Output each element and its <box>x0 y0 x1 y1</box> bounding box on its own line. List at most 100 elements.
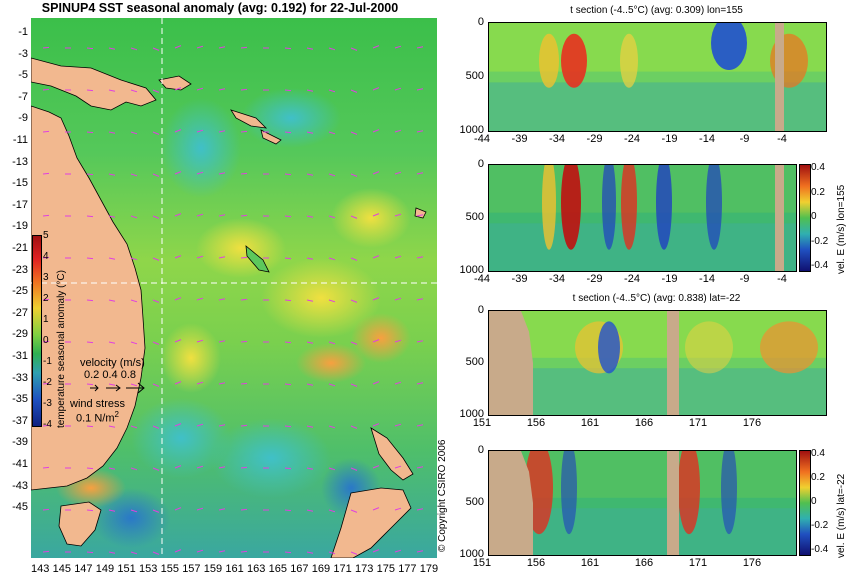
map-lat-label: -27 <box>12 306 28 319</box>
velocity-arrow <box>394 381 402 385</box>
velocity-arrow <box>328 131 336 135</box>
section-plot-canvas <box>489 154 796 271</box>
velocity-arrow <box>240 550 248 553</box>
velocity-arrow <box>306 341 314 344</box>
section-colorbar <box>799 164 811 272</box>
velocity-arrow <box>240 256 248 259</box>
velocity-arrow <box>240 130 248 133</box>
section-axis-label: -29 <box>586 273 603 285</box>
anomaly-warm <box>296 343 366 383</box>
velocity-arrow <box>372 339 380 343</box>
map-colorbar-tick: -3 <box>43 398 52 409</box>
velocity-arrow <box>350 509 358 513</box>
section-axis-label: -19 <box>661 133 678 145</box>
velocity-arrow <box>196 381 204 385</box>
velocity-arrow <box>196 45 204 49</box>
map-lat-label: -11 <box>12 134 28 146</box>
new-caledonia-land <box>245 245 270 273</box>
velocity-arrow <box>284 341 292 344</box>
map-lon-label: 147 <box>74 563 93 575</box>
section-anomaly <box>656 154 672 250</box>
velocity-arrow <box>306 257 314 260</box>
velocity-arrow <box>86 257 94 260</box>
velocity-arrow <box>372 423 380 427</box>
section-colorbar-tick: 0.4 <box>811 448 825 459</box>
velocity-arrow <box>152 383 160 387</box>
section-anomaly <box>685 321 733 374</box>
velocity-arrow <box>218 508 226 511</box>
velocity-arrow <box>152 89 160 93</box>
section-anomaly <box>539 33 559 88</box>
velocity-arrow <box>394 339 402 343</box>
velocity-arrow <box>328 467 336 471</box>
velocity-arrow <box>328 47 336 51</box>
velocity-arrow <box>372 171 380 175</box>
velocity-arrow <box>372 465 380 469</box>
velocity-arrow <box>86 47 94 50</box>
velocity-arrow <box>42 466 50 469</box>
velocity-arrow <box>42 508 50 511</box>
section-axis-label: -19 <box>661 273 678 285</box>
velocity-arrow <box>328 509 336 513</box>
section-axis-label: -44 <box>474 273 490 285</box>
section-depth-label: 0 <box>477 444 484 456</box>
velocity-arrow <box>372 381 380 385</box>
velocity-arrow <box>86 467 94 470</box>
velocity-arrow <box>218 340 226 343</box>
solomon-islands-land <box>230 109 268 129</box>
velocity-arrow <box>240 298 248 301</box>
velocity-arrow <box>240 88 248 91</box>
velocity-arrow <box>108 467 116 470</box>
section-axis-label: -39 <box>511 273 528 285</box>
velocity-arrow <box>108 257 116 260</box>
section-plot-2[interactable] <box>488 154 797 272</box>
velocity-arrow <box>42 214 50 217</box>
velocity-arrow <box>42 550 50 553</box>
velocity-arrow <box>86 299 94 302</box>
sst-map[interactable] <box>30 18 437 559</box>
velocity-arrow <box>86 215 94 218</box>
velocity-arrow <box>416 46 424 49</box>
section-plot-canvas <box>489 311 826 415</box>
velocity-arrow <box>152 299 160 303</box>
map-lon-label: 177 <box>398 563 417 575</box>
section-land-bar <box>775 165 784 271</box>
section-plot-3[interactable] <box>488 310 827 416</box>
section-colorbar-label: vel. E (m/s) lon=155 <box>836 184 847 274</box>
map-lat-label: -15 <box>12 177 28 190</box>
section-axis-label: -4 <box>777 133 787 145</box>
velocity-arrow <box>306 215 314 218</box>
velocity-arrow <box>152 341 160 345</box>
section-colorbar-tick: -0.4 <box>811 260 829 271</box>
section-axis-label: 156 <box>526 557 546 569</box>
velocity-vectors <box>42 45 424 555</box>
map-lat-label: -25 <box>12 285 28 298</box>
velocity-arrow <box>108 47 116 50</box>
section-colorbar-tick: 0.2 <box>811 472 825 483</box>
map-lat-label: -5 <box>18 69 28 82</box>
velocity-arrow <box>328 551 336 555</box>
australia-land <box>30 105 146 491</box>
section-colorbar-tick: -0.4 <box>811 544 829 555</box>
velocity-arrow <box>306 173 314 176</box>
velocity-arrow <box>218 130 226 133</box>
section-axis-label: 166 <box>634 417 654 429</box>
velocity-arrow <box>42 88 50 91</box>
velocity-arrow <box>416 466 424 469</box>
section-axis-label: 176 <box>742 557 762 569</box>
section-deep-layer <box>489 223 796 271</box>
velocity-arrow <box>372 87 380 91</box>
velocity-arrow <box>328 299 336 303</box>
velocity-arrow <box>130 467 138 471</box>
section-plot-4[interactable] <box>488 440 797 556</box>
velocity-arrow <box>174 45 182 49</box>
section-plot-1[interactable] <box>488 16 827 132</box>
velocity-arrow <box>196 549 204 553</box>
velocity-arrow <box>218 46 226 49</box>
anomaly-warm <box>351 313 411 363</box>
map-lat-label: -1 <box>18 26 28 38</box>
velocity-arrow <box>174 297 182 301</box>
velocity-arrow <box>284 173 292 176</box>
map-colorbar-tick: 0 <box>43 335 49 346</box>
map-lon-label: 159 <box>203 563 223 575</box>
